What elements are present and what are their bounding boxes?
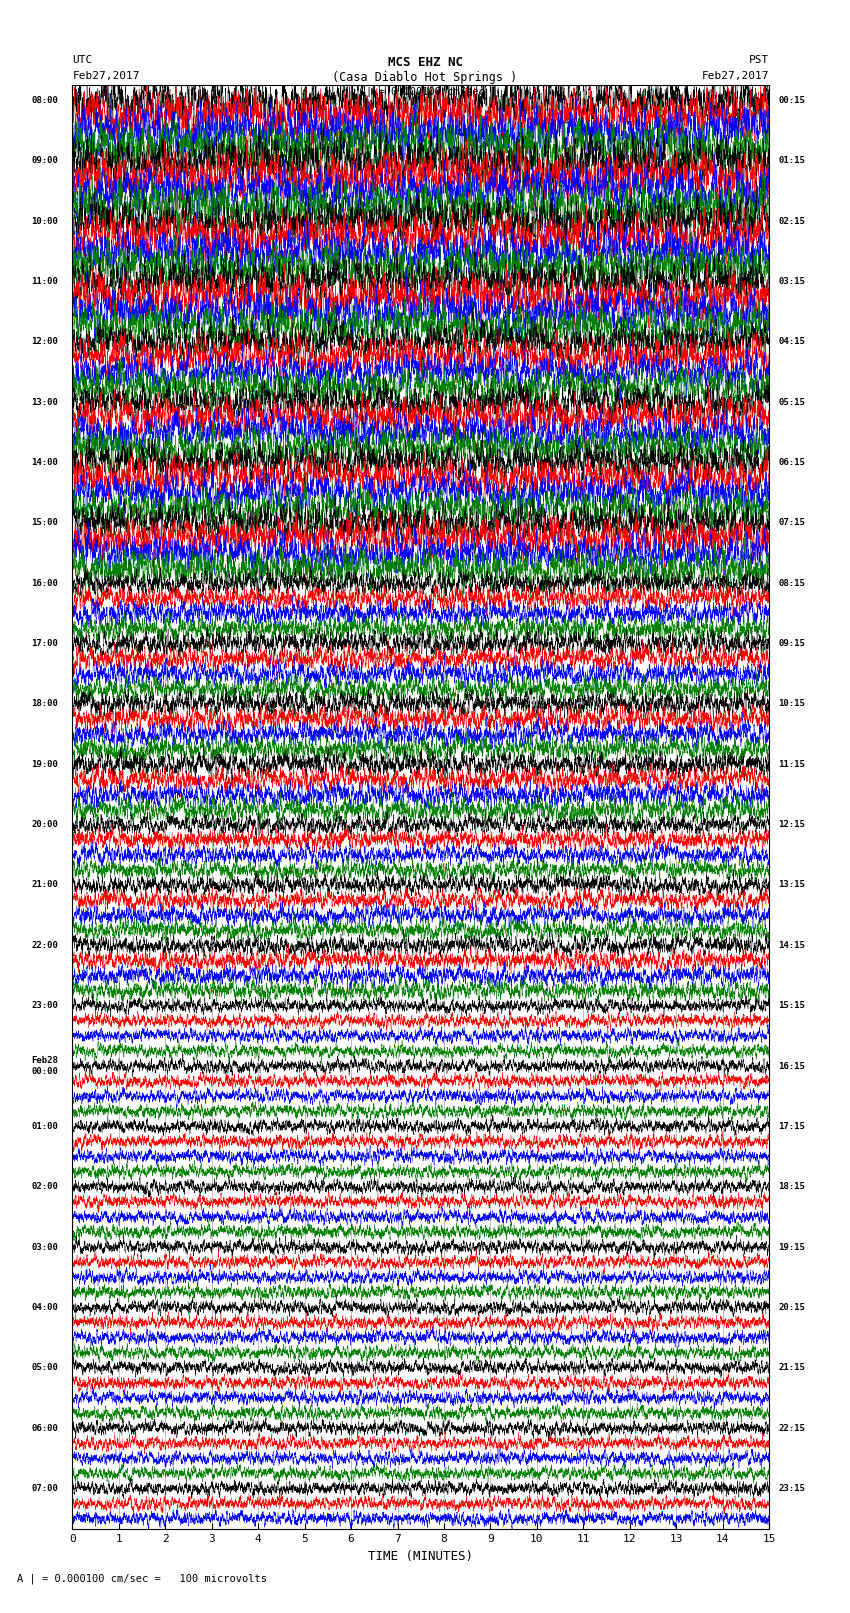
- Text: Feb27,2017: Feb27,2017: [702, 71, 769, 81]
- Text: 05:15: 05:15: [779, 398, 806, 406]
- Text: 07:15: 07:15: [779, 518, 806, 527]
- Text: 03:15: 03:15: [779, 277, 806, 286]
- Text: 00:15: 00:15: [779, 97, 806, 105]
- Text: 08:15: 08:15: [779, 579, 806, 587]
- Text: 18:15: 18:15: [779, 1182, 806, 1190]
- Text: 19:15: 19:15: [779, 1242, 806, 1252]
- Text: 23:15: 23:15: [779, 1484, 806, 1494]
- Text: Feb28
00:00: Feb28 00:00: [31, 1057, 59, 1076]
- Text: 10:00: 10:00: [31, 216, 59, 226]
- Text: 03:00: 03:00: [31, 1242, 59, 1252]
- Text: 14:00: 14:00: [31, 458, 59, 468]
- Text: 21:15: 21:15: [779, 1363, 806, 1373]
- Text: 22:00: 22:00: [31, 940, 59, 950]
- Text: 23:00: 23:00: [31, 1002, 59, 1010]
- Text: 04:15: 04:15: [779, 337, 806, 347]
- Text: 18:00: 18:00: [31, 700, 59, 708]
- Text: A | = 0.000100 cm/sec =   100 microvolts: A | = 0.000100 cm/sec = 100 microvolts: [17, 1573, 267, 1584]
- Text: 02:00: 02:00: [31, 1182, 59, 1190]
- Text: 06:15: 06:15: [779, 458, 806, 468]
- Text: 07:00: 07:00: [31, 1484, 59, 1494]
- Text: 20:00: 20:00: [31, 819, 59, 829]
- Text: 06:00: 06:00: [31, 1424, 59, 1432]
- Text: 17:00: 17:00: [31, 639, 59, 648]
- Text: 16:00: 16:00: [31, 579, 59, 587]
- Text: 10:15: 10:15: [779, 700, 806, 708]
- Text: 02:15: 02:15: [779, 216, 806, 226]
- Text: 15:00: 15:00: [31, 518, 59, 527]
- Text: 12:00: 12:00: [31, 337, 59, 347]
- Text: 09:00: 09:00: [31, 156, 59, 166]
- Text: 19:00: 19:00: [31, 760, 59, 769]
- Text: 05:00: 05:00: [31, 1363, 59, 1373]
- Text: 13:15: 13:15: [779, 881, 806, 889]
- Text: 11:00: 11:00: [31, 277, 59, 286]
- X-axis label: TIME (MINUTES): TIME (MINUTES): [368, 1550, 473, 1563]
- Text: 14:15: 14:15: [779, 940, 806, 950]
- Text: 20:15: 20:15: [779, 1303, 806, 1311]
- Text: 12:15: 12:15: [779, 819, 806, 829]
- Text: 13:00: 13:00: [31, 398, 59, 406]
- Text: MCS EHZ NC: MCS EHZ NC: [388, 56, 462, 69]
- Text: PST: PST: [749, 55, 769, 65]
- Text: 08:00: 08:00: [31, 97, 59, 105]
- Text: (Casa Diablo Hot Springs ): (Casa Diablo Hot Springs ): [332, 71, 518, 84]
- Text: 21:00: 21:00: [31, 881, 59, 889]
- Text: UTC: UTC: [72, 55, 93, 65]
- Text: 17:15: 17:15: [779, 1123, 806, 1131]
- Text: 04:00: 04:00: [31, 1303, 59, 1311]
- Text: 01:00: 01:00: [31, 1123, 59, 1131]
- Text: 22:15: 22:15: [779, 1424, 806, 1432]
- Text: 15:15: 15:15: [779, 1002, 806, 1010]
- Text: 16:15: 16:15: [779, 1061, 806, 1071]
- Text: Feb27,2017: Feb27,2017: [72, 71, 139, 81]
- Text: 09:15: 09:15: [779, 639, 806, 648]
- Text: 01:15: 01:15: [779, 156, 806, 166]
- Text: | = 0.000100 cm/sec: | = 0.000100 cm/sec: [366, 85, 484, 97]
- Text: 11:15: 11:15: [779, 760, 806, 769]
